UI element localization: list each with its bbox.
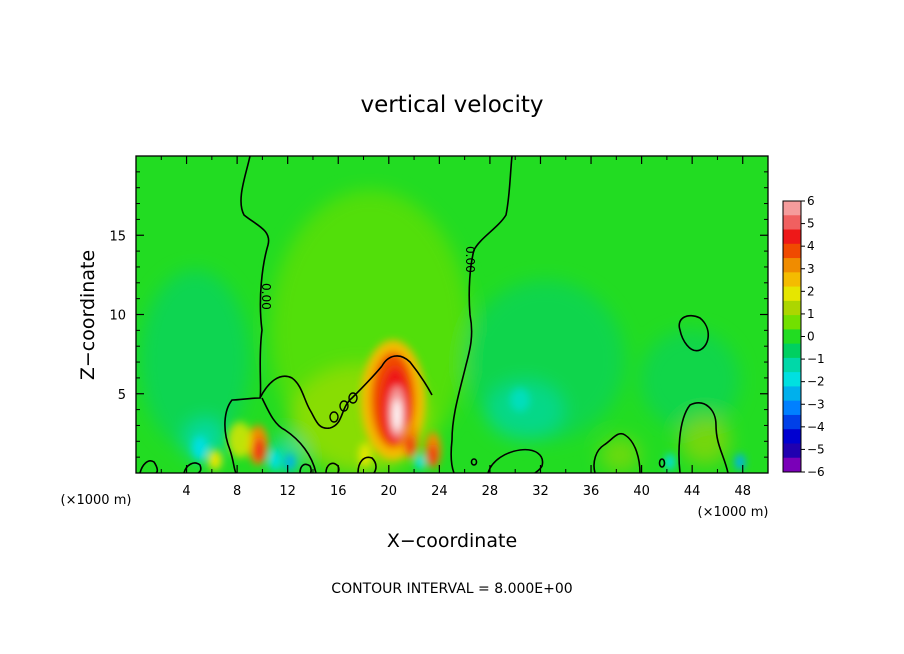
downdraft-cell: [665, 454, 675, 470]
plot-area: 0.00 0.00: [136, 156, 768, 473]
colorbar-swatch: [783, 258, 801, 273]
downdraft-cell: [735, 454, 745, 470]
colorbar-tick-label: 2: [807, 284, 815, 298]
contour-line: [658, 458, 666, 468]
x-tick-label: 28: [482, 484, 499, 499]
colorbar-swatch: [783, 386, 801, 402]
colorbar-swatch: [783, 443, 801, 459]
contour-label: 0.00: [463, 246, 477, 273]
x-tick-label: 36: [583, 484, 600, 499]
contour-line: [450, 156, 513, 473]
x-axis: 4 8 12 16 20 24 28 32 36 40 44 48: [160, 156, 751, 499]
contour-line: [357, 456, 377, 473]
zero-contours: [139, 156, 729, 473]
colorbar-swatch: [783, 372, 801, 387]
x-tick-label: 16: [330, 484, 347, 499]
x-unit-right: (×1000 m): [698, 505, 769, 520]
colorbar-tick-label: −2: [807, 375, 825, 389]
x-tick-label: 48: [734, 484, 751, 499]
colorbar-swatch: [783, 272, 801, 288]
colorbar-swatch: [783, 229, 801, 245]
x-tick-label: 44: [684, 484, 701, 499]
colorbar: 6 5 4 3 2 1 0 −1 −2 −3 −4 −5 −6: [782, 194, 825, 479]
colorbar-swatch: [783, 357, 801, 373]
contour-line: [261, 397, 317, 473]
x-tick-label: 8: [233, 484, 241, 499]
updraft-cell: [429, 444, 437, 466]
y-tick-label: 5: [118, 388, 126, 403]
x-tick-label: 24: [431, 484, 448, 499]
contour-line: [348, 392, 358, 404]
colorbar-tick-label: −3: [807, 397, 825, 411]
contour-line: [487, 448, 544, 473]
colorbar-tick-label: −6: [807, 465, 825, 479]
downdraft-cell: [285, 454, 295, 470]
contour-line: [139, 460, 159, 473]
x-axis-label: X−coordinate: [387, 530, 517, 552]
x-tick-label: 40: [633, 484, 650, 499]
x-tick-label: 32: [532, 484, 549, 499]
colorbar-swatch: [783, 400, 801, 416]
updraft-cell: [208, 450, 222, 470]
colorbar-tick-label: 1: [807, 307, 815, 321]
downdraft-cell: [269, 450, 281, 470]
updraft-cell: [406, 435, 414, 455]
weak-downdraft-region: [140, 270, 250, 450]
downdraft-cell: [510, 388, 530, 412]
colorbar-swatch: [783, 414, 801, 430]
contour-line: [381, 355, 433, 396]
contour-line: [224, 156, 270, 473]
updraft-cell: [254, 438, 264, 462]
colorbar-swatch: [783, 315, 801, 330]
y-tick-label: 15: [109, 229, 126, 244]
updraft-cell: [359, 443, 371, 467]
chart-title: vertical velocity: [361, 92, 544, 118]
colorbar-swatch: [783, 243, 801, 259]
field-shading-cores: [192, 340, 745, 470]
x-tick-label: 12: [279, 484, 296, 499]
colorbar-swatch: [783, 329, 801, 345]
contour-line: [678, 402, 729, 473]
downdraft-cell: [415, 454, 425, 470]
weak-updraft-region: [600, 437, 640, 473]
small-contours: [329, 392, 358, 423]
colorbar-tick-label: 3: [807, 262, 815, 276]
colorbar-swatch: [783, 215, 801, 231]
colorbar-swatch: [783, 343, 801, 359]
y-axis: 5 10 15: [109, 171, 768, 458]
updraft-core-max: [393, 399, 401, 431]
y-tick-label: 10: [109, 309, 126, 324]
colorbar-swatch: [783, 429, 801, 444]
colorbar-tick-label: 6: [807, 194, 815, 208]
x-tick-label: 4: [182, 484, 190, 499]
colorbar-tick-label: −1: [807, 352, 825, 366]
contour-line: [259, 365, 383, 430]
colorbar-swatch: [783, 286, 801, 302]
contour-line: [299, 463, 312, 473]
contour-line: [593, 432, 641, 473]
colorbar-tick-label: 4: [807, 239, 815, 253]
colorbar-tick-label: 5: [807, 217, 815, 231]
x-tick-label: 20: [381, 484, 398, 499]
contour-interval-note: CONTOUR INTERVAL = 8.000E+00: [331, 581, 572, 597]
contour-label: 0.00: [259, 283, 273, 310]
colorbar-tick-label: −5: [807, 442, 825, 456]
weak-downdraft-region: [640, 330, 740, 430]
colorbar-swatch: [783, 201, 801, 216]
x-unit-left: (×1000 m): [61, 493, 132, 508]
contour-line: [678, 314, 710, 352]
contour-line: [329, 411, 339, 423]
weak-updraft-region: [680, 415, 730, 465]
contour-line: [470, 458, 478, 466]
contour-line: [339, 400, 349, 412]
updraft-cell: [228, 422, 252, 458]
colorbar-swatch: [783, 300, 801, 316]
colorbar-tick-label: −4: [807, 420, 825, 434]
colorbar-swatch: [783, 457, 801, 473]
y-axis-label: Z−coordinate: [77, 250, 99, 380]
colorbar-tick-label: 0: [807, 330, 815, 344]
downdraft-cell: [192, 436, 208, 460]
